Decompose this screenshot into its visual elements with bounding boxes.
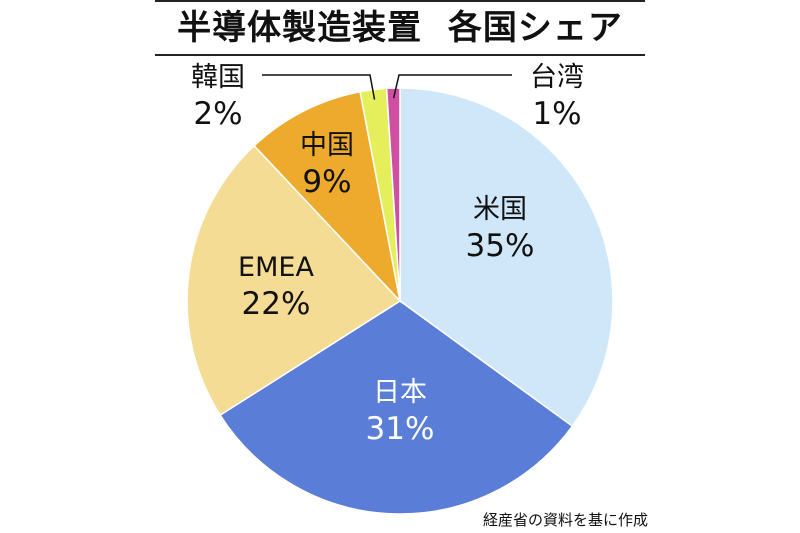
label-us-value: 35% — [465, 228, 535, 264]
leader-line-taiwan — [392, 74, 512, 99]
label-us-name: 米国 — [473, 194, 527, 225]
label-taiwan-name: 台湾 — [530, 62, 584, 93]
pie-slice-0 — [399, 87, 614, 428]
pie-slice-1 — [219, 300, 574, 515]
leader-line-korea — [262, 74, 376, 100]
label-emea-value: 22% — [241, 286, 311, 322]
label-korea: 韓国 2% — [148, 60, 288, 132]
pie-slice-3 — [253, 90, 402, 304]
title-top-rule — [155, 0, 645, 2]
label-korea-name: 韓国 — [191, 62, 245, 93]
label-taiwan: 台湾 1% — [487, 60, 627, 132]
label-taiwan-value: 1% — [532, 96, 582, 132]
source-note: 経産省の資料を基に作成 — [482, 511, 648, 529]
label-korea-value: 2% — [193, 96, 243, 132]
pie-slice-5 — [385, 87, 401, 302]
title-bottom-rule — [155, 54, 645, 56]
label-japan: 日本 31% — [330, 375, 470, 447]
label-emea: EMEA 22% — [206, 250, 346, 322]
pie-slice-2 — [186, 144, 402, 417]
label-us: 米国 35% — [430, 192, 570, 264]
chart-title: 半導体製造装置 各国シェア — [177, 8, 623, 48]
label-japan-name: 日本 — [373, 377, 427, 408]
label-china: 中国 9% — [257, 128, 397, 200]
label-emea-name: EMEA — [238, 252, 314, 283]
label-china-value: 9% — [302, 164, 352, 200]
label-japan-value: 31% — [365, 411, 435, 447]
label-china-name: 中国 — [300, 130, 354, 161]
